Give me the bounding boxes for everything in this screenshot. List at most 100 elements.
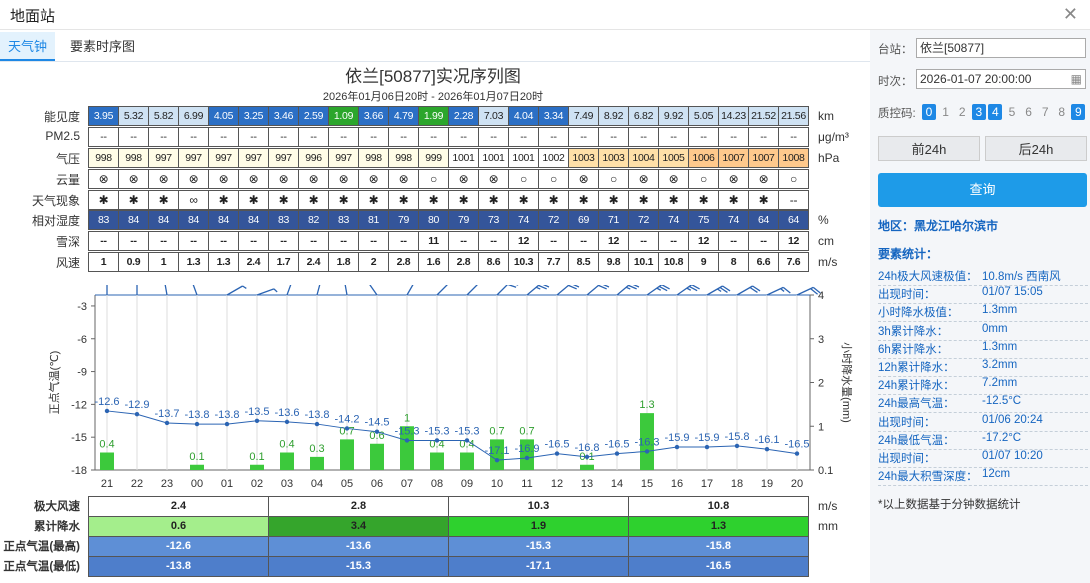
stat-key: 出现时间：: [878, 416, 936, 429]
qc-code-3[interactable]: 3: [971, 104, 986, 120]
x-tick-label: 11: [521, 478, 532, 490]
query-button[interactable]: 查询: [878, 173, 1087, 207]
temp-point: [644, 449, 650, 454]
stat-row: 12h累计降水： 3.2mm: [878, 359, 1088, 377]
cell-cloud: ⊗: [328, 169, 359, 189]
cell-snow-depth: --: [238, 231, 269, 251]
cell-pressure: 997: [148, 148, 179, 168]
wind-barb: [316, 285, 323, 296]
summary-unit-precip-total: mm: [818, 519, 838, 533]
cell-wind-speed: 8.5: [568, 252, 599, 272]
wind-barb: [586, 285, 610, 296]
qc-code-4[interactable]: 4: [988, 104, 1003, 120]
qc-code-6[interactable]: 6: [1025, 105, 1032, 119]
temp-point: [404, 438, 410, 443]
qc-code-7[interactable]: 7: [1041, 105, 1049, 119]
temp-label: -13.6: [274, 407, 299, 419]
cell-pressure: 996: [298, 148, 329, 168]
cell-humidity: 74: [718, 210, 749, 230]
row-unit-pressure: hPa: [818, 151, 840, 165]
qc-code-1[interactable]: 1: [942, 105, 949, 119]
time-label: 时次：: [878, 76, 913, 88]
qc-code-5[interactable]: 5: [1008, 105, 1016, 119]
cell-cloud: ⊗: [718, 169, 749, 189]
station-input[interactable]: 依兰[50877]: [916, 38, 1086, 58]
wind-barb: [766, 286, 791, 296]
summary-cell-temp-max: -13.6: [268, 536, 449, 557]
cell-humidity: 80: [418, 210, 449, 230]
cell-cloud: ○: [778, 169, 809, 189]
precip-label: 0.4: [459, 439, 474, 451]
cell-pm25: --: [388, 127, 419, 147]
cell-pm25: --: [298, 127, 329, 147]
cell-pm25: --: [658, 127, 689, 147]
cell-humidity: 75: [688, 210, 719, 230]
cell-wind-speed: 8.6: [478, 252, 509, 272]
stat-key: 24h最低气温：: [878, 434, 955, 447]
temp-label: -16.8: [574, 442, 599, 454]
qc-code-2[interactable]: 2: [958, 105, 966, 119]
temp-point: [134, 412, 140, 417]
cell-snow-depth: 12: [778, 231, 809, 251]
cell-pressure: 998: [388, 148, 419, 168]
cell-snow-depth: --: [448, 231, 479, 251]
cell-weather: ✱: [658, 190, 689, 210]
cell-pressure: 1006: [688, 148, 719, 168]
cell-snow-depth: --: [748, 231, 779, 251]
cell-humidity: 83: [268, 210, 299, 230]
cell-pressure: 1003: [568, 148, 599, 168]
cell-visibility: 1.99: [418, 106, 449, 126]
x-tick-label: 08: [431, 478, 443, 490]
cell-weather: ∞: [178, 190, 209, 210]
precip-label: 0.4: [99, 439, 114, 451]
precip-bar: [370, 443, 384, 470]
close-icon[interactable]: ✕: [1062, 4, 1078, 24]
cell-snow-depth: --: [328, 231, 359, 251]
cell-cloud: ⊗: [748, 169, 779, 189]
cell-weather: ✱: [268, 190, 299, 210]
temp-label: -16.1: [754, 434, 779, 446]
cell-cloud: ⊗: [268, 169, 299, 189]
cell-wind-speed: 10.1: [628, 252, 659, 272]
y-axis-label-right: 小时降水量(mm): [840, 342, 854, 423]
x-tick-label: 04: [311, 478, 323, 490]
calendar-icon[interactable]: ▦: [1070, 72, 1082, 86]
cell-pm25: --: [628, 127, 659, 147]
cell-pressure: 998: [118, 148, 149, 168]
temp-label: -13.7: [154, 408, 179, 420]
next-24h-button[interactable]: 后24h: [985, 136, 1087, 161]
cell-snow-depth: 11: [418, 231, 449, 251]
cell-humidity: 79: [388, 210, 419, 230]
cell-cloud: ⊗: [88, 169, 119, 189]
precip-bar: [340, 439, 354, 470]
summary-cell-temp-min: -15.3: [268, 556, 449, 577]
cell-humidity: 72: [538, 210, 569, 230]
cell-weather: ✱: [298, 190, 329, 210]
qc-code-8[interactable]: 8: [1058, 105, 1066, 119]
temp-label: -16.5: [784, 439, 809, 451]
stats-note: *以上数据基于分钟数据统计: [878, 499, 1021, 511]
temp-point: [254, 418, 260, 423]
cell-pm25: --: [598, 127, 629, 147]
prev-24h-button[interactable]: 前24h: [878, 136, 980, 161]
cell-snow-depth: 12: [598, 231, 629, 251]
tab-weather-clock[interactable]: 天气钟: [0, 32, 56, 61]
time-input[interactable]: 2026-01-07 20:00:00 ▦: [916, 69, 1086, 89]
cell-visibility: 2.59: [298, 106, 329, 126]
temp-label: -13.8: [304, 409, 329, 421]
stat-row: 24h最高气温： -12.5°C: [878, 395, 1088, 414]
y-tick-label-left: -3: [77, 301, 87, 313]
tab-element-timeseries[interactable]: 要素时序图: [70, 39, 136, 54]
station-label: 台站：: [878, 44, 913, 56]
cell-cloud: ○: [688, 169, 719, 189]
temp-point: [314, 421, 320, 427]
qc-code-0[interactable]: 0: [922, 104, 936, 120]
cell-pressure: 997: [328, 148, 359, 168]
row-label-visibility: 能见度: [43, 110, 80, 124]
window-title: 地面站: [10, 8, 56, 25]
qc-code-9[interactable]: 9: [1071, 104, 1086, 120]
cell-pm25: --: [358, 127, 389, 147]
cell-pm25: --: [178, 127, 209, 147]
y-tick-label-right: 1: [818, 421, 824, 433]
